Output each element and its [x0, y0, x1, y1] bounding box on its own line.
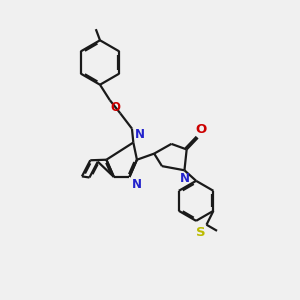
Text: N: N	[180, 172, 190, 185]
Text: O: O	[195, 123, 206, 136]
Text: N: N	[132, 178, 142, 190]
Text: N: N	[134, 128, 144, 141]
Text: S: S	[196, 226, 206, 239]
Text: O: O	[111, 101, 121, 114]
